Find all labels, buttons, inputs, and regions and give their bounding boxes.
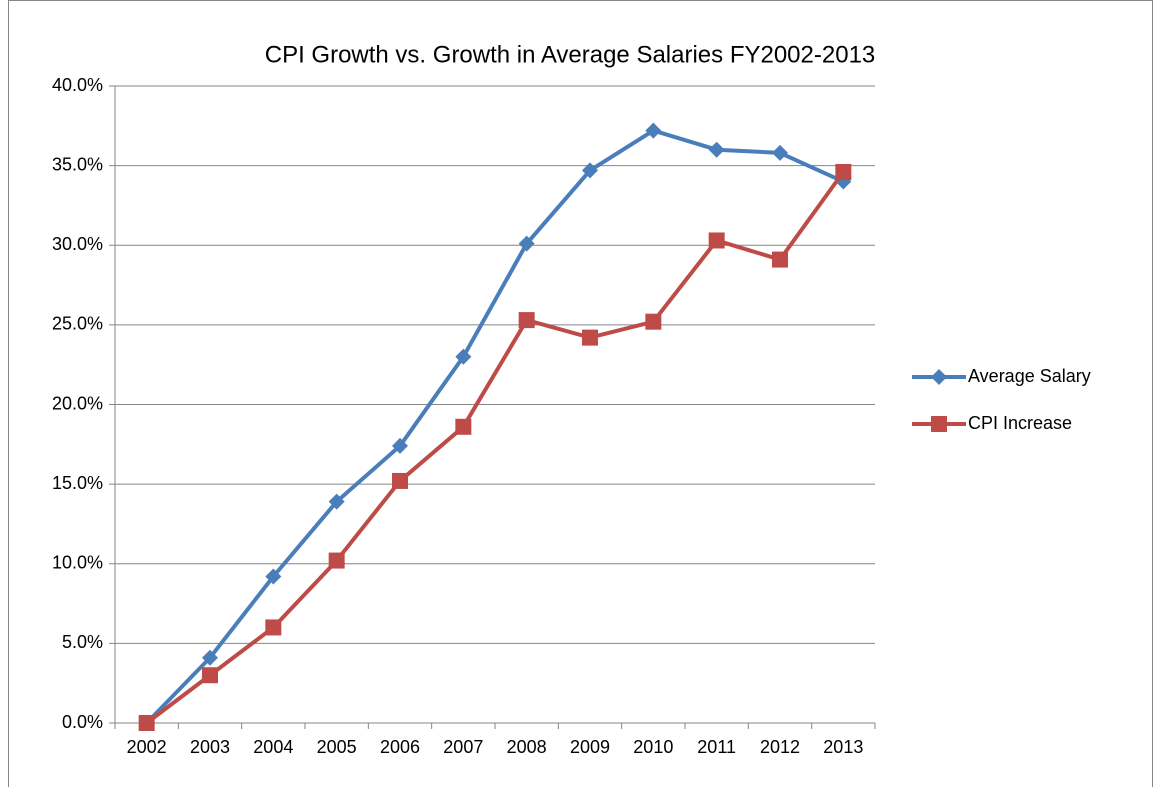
- x-tick-label: 2011: [697, 737, 736, 757]
- x-tick-label: 2007: [443, 737, 483, 757]
- marker: [265, 619, 282, 636]
- marker: [645, 122, 662, 139]
- x-tick-label: 2005: [317, 737, 357, 757]
- marker: [518, 312, 535, 329]
- chart-border: [8, 0, 1153, 787]
- y-tick-label: 15.0%: [52, 473, 103, 493]
- x-tick-label: 2002: [127, 737, 167, 757]
- chart-title: CPI Growth vs. Growth in Average Salarie…: [265, 41, 876, 68]
- x-tick-label: 2004: [253, 737, 293, 757]
- legend-label: CPI Increase: [968, 413, 1072, 433]
- series-line: [145, 128, 845, 725]
- y-tick-label: 30.0%: [52, 234, 103, 254]
- x-tick-label: 2008: [507, 737, 547, 757]
- marker: [392, 437, 408, 454]
- marker: [582, 162, 598, 179]
- x-tick-label: 2010: [633, 737, 673, 757]
- y-tick-label: 0.0%: [62, 712, 103, 732]
- marker: [708, 141, 725, 158]
- marker: [138, 715, 155, 731]
- marker: [931, 416, 947, 432]
- legend-label: Average Salary: [968, 366, 1091, 386]
- y-tick-label: 20.0%: [52, 393, 103, 413]
- x-tick-label: 2009: [570, 737, 610, 757]
- marker: [708, 232, 725, 249]
- marker: [455, 418, 472, 435]
- x-tick-label: 2013: [823, 737, 863, 757]
- y-tick-label: 35.0%: [52, 154, 103, 174]
- marker: [772, 251, 788, 268]
- marker: [518, 235, 535, 252]
- x-tick-label: 2006: [380, 737, 420, 757]
- marker: [202, 667, 218, 684]
- x-tick-label: 2003: [190, 737, 230, 757]
- y-tick-label: 40.0%: [52, 75, 103, 95]
- y-tick-label: 5.0%: [62, 632, 103, 652]
- marker: [202, 649, 218, 666]
- marker: [772, 144, 788, 161]
- marker: [455, 348, 472, 365]
- marker: [328, 493, 345, 510]
- marker: [328, 552, 345, 569]
- marker: [835, 163, 852, 180]
- marker: [645, 313, 662, 330]
- series-line: [145, 170, 845, 725]
- marker: [392, 472, 408, 489]
- x-tick-label: 2012: [760, 737, 800, 757]
- marker: [931, 369, 947, 385]
- y-tick-label: 25.0%: [52, 314, 103, 334]
- y-tick-label: 10.0%: [52, 553, 103, 573]
- marker: [582, 329, 598, 346]
- marker: [265, 568, 282, 585]
